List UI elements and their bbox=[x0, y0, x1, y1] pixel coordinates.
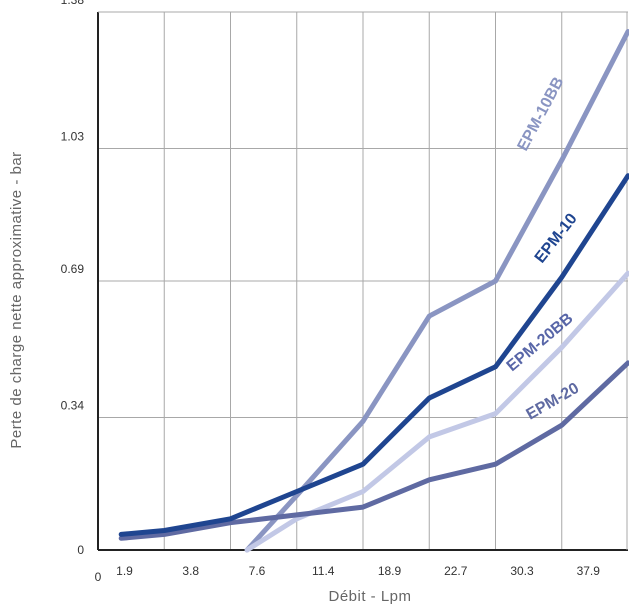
x-origin-label: 0 bbox=[95, 570, 102, 584]
series-label-epm-10bb: EPM-10BB bbox=[515, 74, 568, 153]
y-tick-label: 0.69 bbox=[61, 262, 85, 276]
y-tick-label: 0 bbox=[77, 543, 84, 557]
y-axis-title: Perte de charge nette approximative - ba… bbox=[8, 151, 25, 448]
x-tick-label: 3.8 bbox=[182, 564, 199, 578]
series-line-epm-20 bbox=[118, 360, 629, 541]
tick-labels: 1.9 3.8 7.6 11.4 18.9 22.7 30.3 37.9 0 0.34 0.69 1.… bbox=[61, 0, 601, 578]
y-tick-label: 0.34 bbox=[61, 398, 85, 412]
x-tick-label: 30.3 bbox=[510, 564, 534, 578]
x-tick-label: 11.4 bbox=[312, 564, 335, 578]
x-tick-label: 37.9 bbox=[577, 564, 601, 578]
series-line-epm-10bb bbox=[244, 29, 629, 553]
x-tick-label: 22.7 bbox=[444, 564, 468, 578]
y-tick-label: 1.03 bbox=[61, 129, 85, 143]
y-tick-label: 1.38 bbox=[61, 0, 85, 7]
x-tick-label: 1.9 bbox=[116, 564, 133, 578]
series-line-epm-20bb bbox=[244, 270, 629, 553]
series-line-epm-10 bbox=[118, 173, 629, 537]
x-tick-label: 7.6 bbox=[249, 564, 266, 578]
x-tick-label: 18.9 bbox=[378, 564, 402, 578]
x-axis-title: Débit - Lpm bbox=[328, 588, 411, 605]
series-lines bbox=[118, 29, 629, 553]
